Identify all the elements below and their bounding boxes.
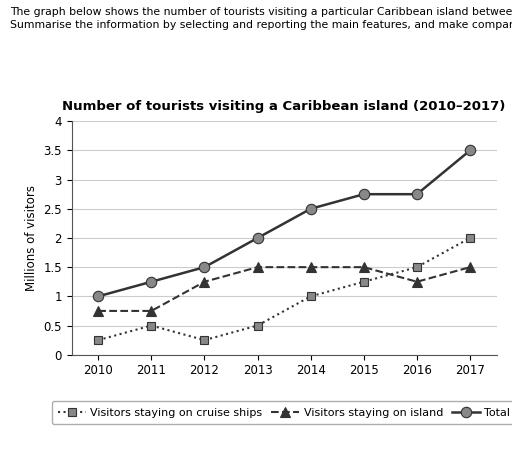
- Text: Summarise the information by selecting and reporting the main features, and make: Summarise the information by selecting a…: [10, 20, 512, 30]
- Legend: Visitors staying on cruise ships, Visitors staying on island, Total: Visitors staying on cruise ships, Visito…: [52, 401, 512, 424]
- Y-axis label: Millions of visitors: Millions of visitors: [25, 185, 38, 291]
- Title: Number of tourists visiting a Caribbean island (2010–2017): Number of tourists visiting a Caribbean …: [62, 100, 506, 113]
- Text: The graph below shows the number of tourists visiting a particular Caribbean isl: The graph below shows the number of tour…: [10, 7, 512, 17]
